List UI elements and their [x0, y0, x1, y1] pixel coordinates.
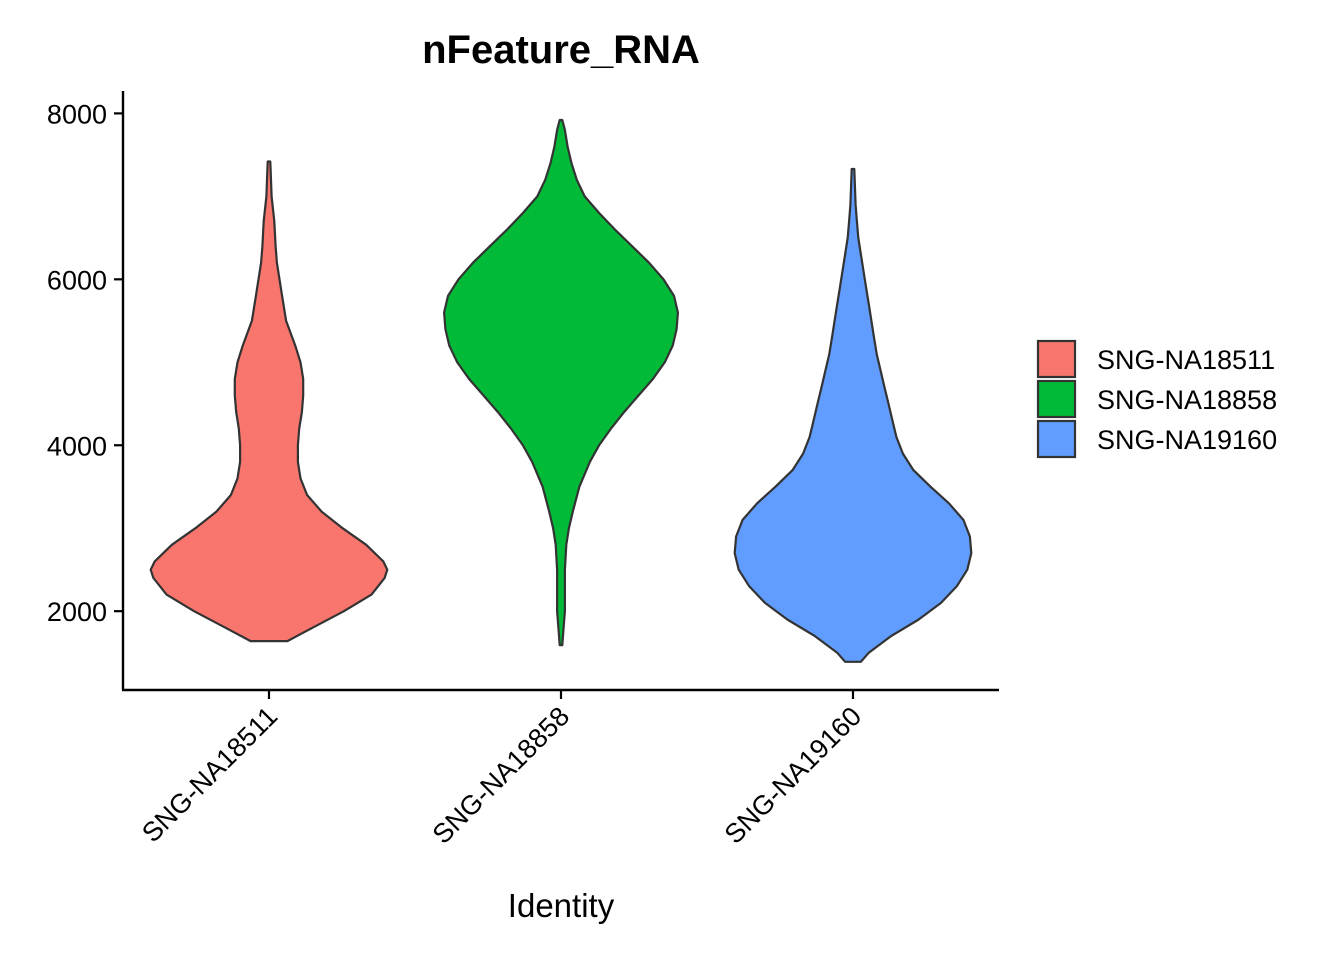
y-tick-label: 6000 — [47, 265, 107, 295]
legend-swatch — [1036, 379, 1077, 419]
chart-title: nFeature_RNA — [422, 28, 700, 72]
y-tick-label: 4000 — [47, 431, 107, 461]
legend-label: SNG-NA18511 — [1097, 345, 1275, 375]
legend-swatch — [1036, 339, 1077, 379]
legend-label: SNG-NA19160 — [1097, 425, 1277, 455]
x-axis-ticks: SNG-NA18511 SNG-NA18858 SNG-NA19160 — [136, 690, 867, 850]
x-tick-label: SNG-NA18858 — [427, 701, 576, 850]
y-axis-ticks: 2000 4000 6000 8000 — [47, 99, 123, 627]
violin-sng-na18858 — [443, 118, 679, 647]
legend-label: SNG-NA18858 — [1097, 385, 1277, 415]
violin-sng-na19160 — [733, 167, 973, 663]
legend-swatch — [1036, 419, 1077, 459]
legend: SNG-NA18511 SNG-NA18858 SNG-NA19160 — [1036, 339, 1277, 459]
violin-sng-na18511 — [149, 160, 389, 643]
y-tick-label: 8000 — [47, 99, 107, 129]
x-tick-label: SNG-NA18511 — [136, 701, 283, 848]
x-axis-title: Identity — [508, 887, 615, 924]
x-tick-label: SNG-NA19160 — [719, 701, 868, 850]
y-tick-label: 2000 — [47, 597, 107, 627]
violins — [149, 118, 973, 663]
